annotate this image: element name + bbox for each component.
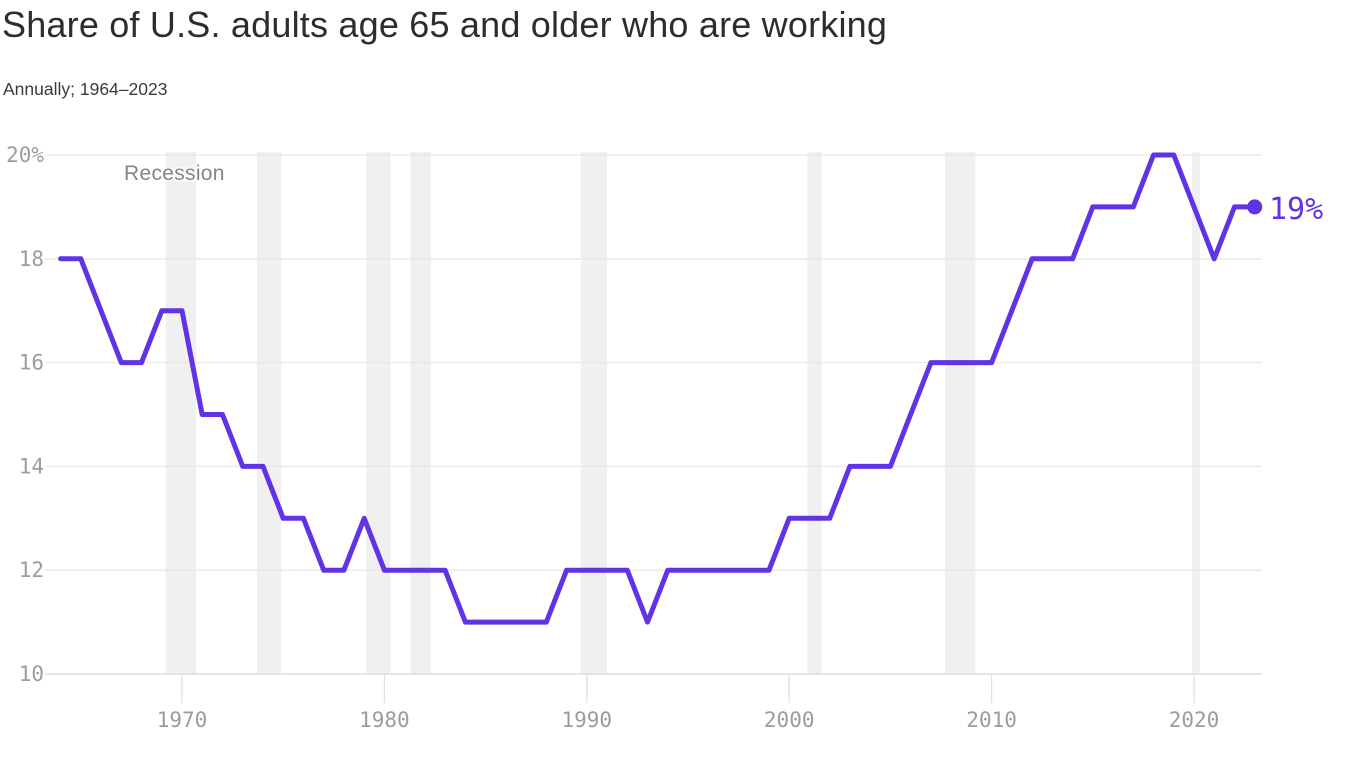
y-tick-label: 16 [19, 351, 44, 375]
y-tick-label: 10 [19, 662, 44, 686]
recession-band-label: Recession [124, 162, 225, 185]
x-tick-label: 1980 [359, 708, 410, 732]
x-tick-label: 2010 [966, 708, 1017, 732]
recession-band [580, 152, 607, 674]
recession-band [256, 152, 282, 674]
chart-title: Share of U.S. adults age 65 and older wh… [2, 4, 888, 45]
y-tick-label: 12 [19, 558, 44, 582]
x-tick-label: 1970 [157, 708, 208, 732]
x-tick-label: 2020 [1169, 708, 1220, 732]
x-tick-label: 1990 [562, 708, 613, 732]
recession-band [366, 152, 391, 674]
chart-subtitle: Annually; 1964–2023 [3, 79, 168, 99]
series-line [58, 152, 1258, 625]
y-tick-label: 20% [6, 143, 44, 167]
recession-band [1192, 152, 1201, 674]
recession-band [165, 152, 197, 674]
recession-band [945, 152, 976, 674]
latest-value-label: 19% [1269, 192, 1324, 227]
recession-band [807, 152, 822, 674]
end-point-dot [1247, 199, 1263, 215]
y-tick-label: 18 [19, 247, 44, 271]
x-tick-label: 2000 [764, 708, 815, 732]
y-tick-label: 14 [19, 454, 44, 478]
recession-band [410, 152, 431, 674]
